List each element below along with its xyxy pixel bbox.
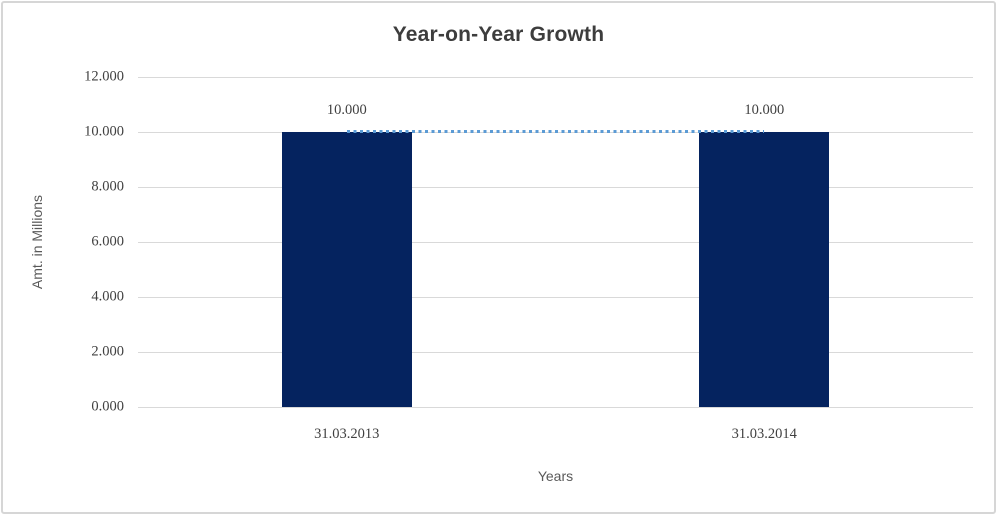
gridline <box>138 352 973 353</box>
bar <box>699 132 830 407</box>
gridline <box>138 187 973 188</box>
x-category-label: 31.03.2013 <box>314 426 380 442</box>
y-tick-label: 12.000 <box>84 68 124 85</box>
gridline <box>138 77 973 78</box>
x-category-label: 31.03.2014 <box>731 426 797 442</box>
y-tick-label: 10.000 <box>84 123 124 140</box>
trend-line <box>346 130 765 133</box>
plot-area: 0.000 2.000 4.000 6.000 8.000 10.000 12.000 10.… <box>84 69 973 442</box>
chart-title: Year-on-Year Growth <box>392 23 605 46</box>
bar-value-label: 10.000 <box>744 102 785 118</box>
y-tick-label: 0.000 <box>91 398 124 415</box>
gridline <box>138 297 973 298</box>
y-tick-label: 8.000 <box>91 178 124 195</box>
x-axis-title: Years <box>537 468 574 484</box>
y-tick-label: 6.000 <box>91 233 124 250</box>
bar-value-label: 10.000 <box>326 102 367 118</box>
y-axis-title: Amt. in Millions <box>29 194 45 290</box>
y-tick-label: 2.000 <box>91 343 124 360</box>
gridline <box>138 407 973 408</box>
bar <box>281 132 412 407</box>
y-tick-label: 4.000 <box>91 288 124 305</box>
gridline <box>138 242 973 243</box>
